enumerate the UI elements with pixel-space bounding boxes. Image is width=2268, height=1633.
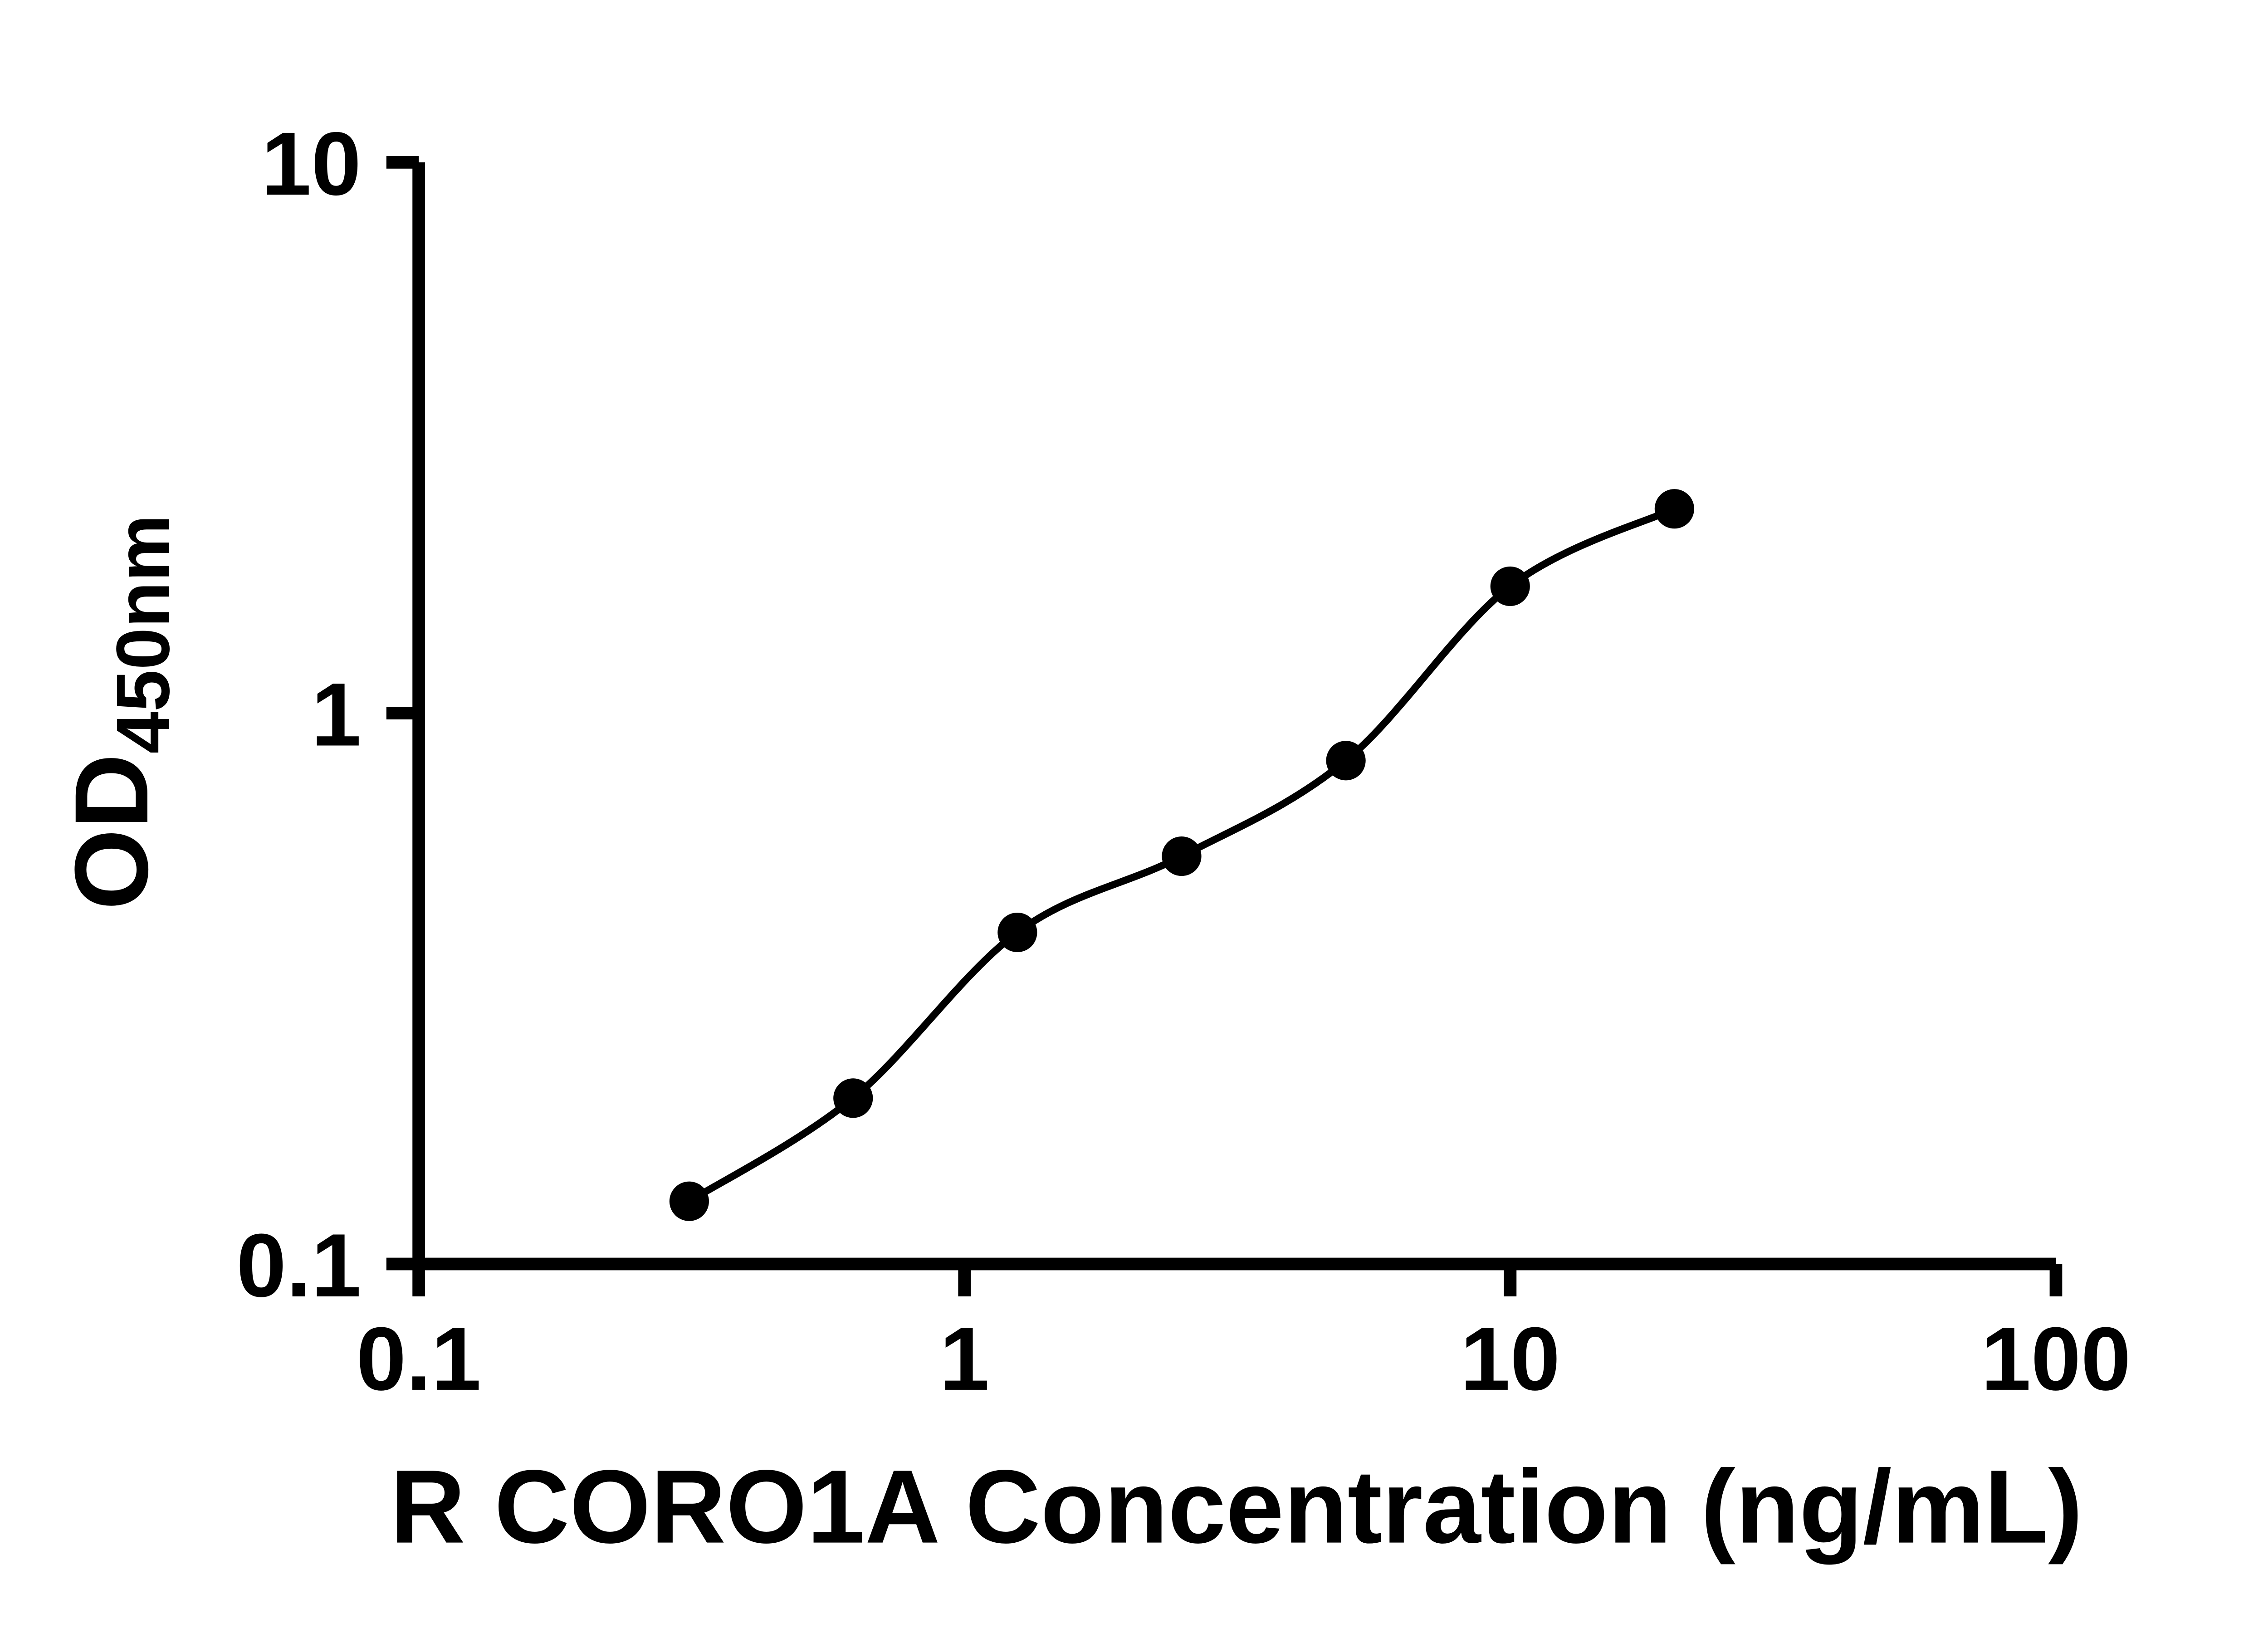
y-tick-label: 1 <box>311 665 361 765</box>
x-axis-title: R CORO1A Concentration (ng/mL) <box>390 1448 2083 1565</box>
x-tick-label: 0.1 <box>356 1309 481 1409</box>
y-tick-label: 0.1 <box>236 1215 361 1315</box>
data-point <box>669 1181 709 1221</box>
axes-frame <box>412 162 2056 1271</box>
data-point <box>1654 489 1694 529</box>
data-point <box>997 912 1037 953</box>
x-tick-label: 1 <box>939 1309 989 1409</box>
x-tick-label: 10 <box>1460 1309 1560 1409</box>
x-tick-label: 100 <box>1981 1309 2131 1409</box>
y-tick-label: 10 <box>261 113 361 214</box>
data-point <box>833 1078 873 1118</box>
data-point <box>1490 566 1530 606</box>
y-axis-title: OD450nm <box>53 514 186 910</box>
plot-area: 0.1 1 10 100 0.1 1 10 <box>236 113 2131 1409</box>
y-axis-title-main: OD <box>53 753 170 910</box>
data-point <box>1162 836 1202 876</box>
data-point <box>1326 741 1366 781</box>
y-axis-title-sub: 450nm <box>101 514 185 753</box>
